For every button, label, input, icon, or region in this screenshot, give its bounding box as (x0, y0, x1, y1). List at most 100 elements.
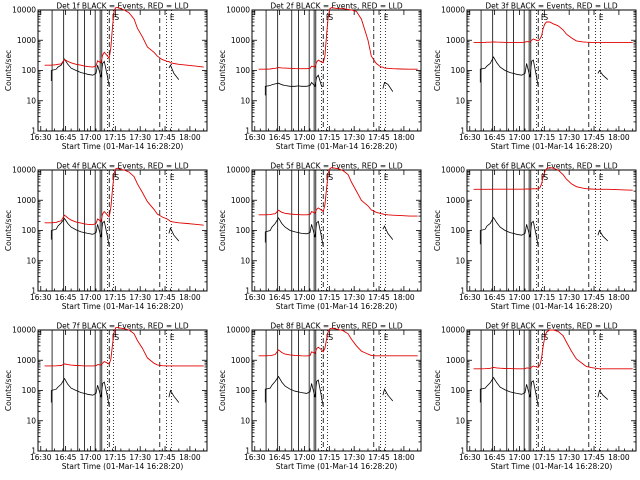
events-series-line (479, 376, 609, 407)
y-tick-label: 1 (31, 447, 36, 456)
panel-1: Det 1f BLACK = Events, RED = LLD 1 10 100 10… (4, 2, 208, 151)
marker-label-S: S (328, 173, 333, 182)
y-tick-label: 1 (31, 127, 36, 136)
x-tick-label: 17:45 (368, 133, 390, 142)
panel-8: Det 8f BLACK = Events, RED = LLD 1 10 100 10… (218, 322, 422, 471)
marker-label-S: S (543, 173, 548, 182)
y-tick-label: 1 (460, 287, 465, 296)
marker-label-S: S (328, 13, 333, 22)
x-tick-label: 17:30 (129, 133, 151, 142)
x-axis-title: Start Time (01-Mar-14 16:28:20) (62, 142, 184, 151)
panel-title: Det 6f BLACK = Events, RED = LLD (485, 162, 618, 171)
panel-2: Det 2f BLACK = Events, RED = LLD 1 10 100 10… (218, 2, 422, 151)
marker-label-S: S (114, 173, 119, 182)
x-tick-label: 17:30 (558, 133, 580, 142)
marker-label-F: F (112, 333, 116, 342)
panel-title: Det 2f BLACK = Events, RED = LLD (270, 2, 403, 11)
x-tick-label: 16:30 (459, 453, 481, 462)
x-axis-title: Start Time (01-Mar-14 16:28:20) (276, 302, 398, 311)
x-tick-label: 17:00 (80, 453, 102, 462)
marker-label-S: S (543, 333, 548, 342)
x-tick-label: 17:30 (343, 293, 365, 302)
x-tick-label: 17:30 (343, 133, 365, 142)
marker-label-S: S (114, 333, 119, 342)
y-tick-label: 10 (26, 96, 36, 105)
y-axis-title: Counts/sec (218, 210, 227, 251)
y-tick-label: 1 (245, 447, 250, 456)
panel-title: Det 7f BLACK = Events, RED = LLD (56, 322, 189, 331)
y-tick-label: 10 (455, 416, 465, 425)
y-tick-label: 1 (460, 447, 465, 456)
panel-title: Det 1f BLACK = Events, RED = LLD (56, 2, 189, 11)
x-tick-label: 18:00 (393, 133, 415, 142)
x-axis-title: Start Time (01-Mar-14 16:28:20) (491, 142, 613, 151)
y-tick-label: 10 (240, 96, 250, 105)
events-series-line (264, 74, 394, 96)
lld-series-line (258, 167, 418, 217)
x-axis-title: Start Time (01-Mar-14 16:28:20) (62, 462, 184, 471)
x-tick-label: 17:45 (368, 453, 390, 462)
x-tick-label: 17:00 (509, 293, 531, 302)
x-tick-label: 18:00 (179, 133, 201, 142)
x-tick-label: 17:30 (129, 453, 151, 462)
y-tick-label: 100 (236, 66, 251, 75)
events-series-line (479, 56, 609, 87)
y-tick-label: 1000 (17, 36, 36, 45)
x-tick-label: 17:15 (105, 453, 127, 462)
x-tick-label: 16:45 (55, 453, 77, 462)
marker-label-S: S (543, 13, 548, 22)
y-tick-label: 10 (240, 416, 250, 425)
x-tick-label: 17:15 (534, 453, 556, 462)
x-tick-label: 16:30 (459, 293, 481, 302)
x-tick-label: 17:45 (583, 293, 605, 302)
panel-title: Det 9f BLACK = Events, RED = LLD (485, 322, 618, 331)
panel-4: Det 4f BLACK = Events, RED = LLD 1 10 100 10… (4, 162, 208, 311)
y-axis-title: Counts/sec (433, 370, 442, 411)
events-series-line (264, 375, 394, 407)
panel-title: Det 3f BLACK = Events, RED = LLD (485, 2, 618, 11)
x-tick-label: 18:00 (179, 293, 201, 302)
x-tick-label: 17:15 (319, 293, 341, 302)
y-axis-title: Counts/sec (433, 50, 442, 91)
y-tick-label: 1 (31, 287, 36, 296)
y-axis-title: Counts/sec (218, 370, 227, 411)
y-tick-label: 100 (451, 386, 466, 395)
x-tick-label: 17:45 (368, 293, 390, 302)
events-series-line (50, 377, 180, 407)
marker-label-F: F (112, 13, 116, 22)
x-tick-label: 17:45 (583, 453, 605, 462)
x-tick-label: 18:00 (179, 453, 201, 462)
x-tick-label: 17:15 (534, 133, 556, 142)
x-tick-label: 17:15 (105, 293, 127, 302)
lld-series-line (473, 21, 633, 43)
x-tick-label: 16:45 (55, 133, 77, 142)
marker-label-F: F (326, 333, 330, 342)
lld-series-line (473, 329, 633, 370)
y-tick-label: 1000 (17, 356, 36, 365)
marker-label-E: E (384, 13, 389, 22)
x-tick-label: 17:00 (294, 133, 316, 142)
y-axis-title: Counts/sec (4, 50, 13, 91)
marker-label-E: E (170, 13, 175, 22)
y-tick-label: 1 (245, 127, 250, 136)
events-series-line (50, 58, 180, 87)
x-axis-title: Start Time (01-Mar-14 16:28:20) (62, 302, 184, 311)
x-tick-label: 16:45 (484, 293, 506, 302)
lld-series-line (473, 167, 633, 191)
y-tick-label: 10000 (441, 166, 465, 175)
x-tick-label: 17:30 (558, 453, 580, 462)
x-tick-label: 17:00 (294, 293, 316, 302)
lld-series-line (44, 327, 204, 367)
lld-series-line (258, 7, 418, 70)
x-tick-label: 16:45 (269, 133, 291, 142)
y-axis-title: Counts/sec (4, 370, 13, 411)
x-tick-label: 16:45 (269, 293, 291, 302)
x-axis-title: Start Time (01-Mar-14 16:28:20) (491, 302, 613, 311)
x-tick-label: 17:00 (80, 133, 102, 142)
marker-label-E: E (599, 13, 604, 22)
x-tick-label: 16:30 (30, 133, 52, 142)
lld-series-line (44, 167, 204, 226)
y-tick-label: 1000 (446, 196, 465, 205)
x-tick-label: 16:30 (244, 453, 266, 462)
